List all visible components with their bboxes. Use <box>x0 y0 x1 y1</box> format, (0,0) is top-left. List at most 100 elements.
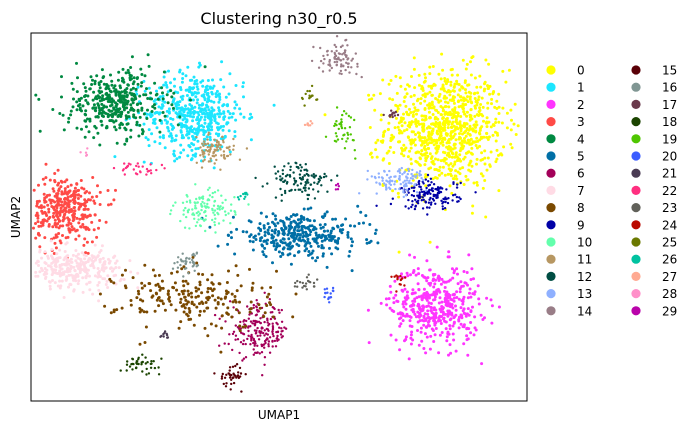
scatter-point <box>154 98 158 102</box>
scatter-point <box>138 310 142 314</box>
scatter-point <box>266 321 269 324</box>
scatter-point <box>193 79 197 83</box>
scatter-point <box>88 87 92 91</box>
scatter-point <box>348 126 352 129</box>
scatter-point <box>238 366 242 370</box>
scatter-point <box>405 294 409 298</box>
scatter-point <box>92 228 96 232</box>
scatter-point <box>235 289 239 293</box>
cluster-1-points <box>113 60 276 170</box>
scatter-point <box>141 360 144 364</box>
scatter-point <box>413 138 417 142</box>
scatter-point <box>138 170 142 173</box>
scatter-point <box>138 307 142 310</box>
scatter-point <box>403 296 407 300</box>
scatter-point <box>418 172 421 175</box>
scatter-point <box>206 278 210 282</box>
scatter-point <box>161 97 165 101</box>
scatter-point <box>140 81 144 85</box>
scatter-point <box>112 274 116 278</box>
scatter-point <box>182 275 185 278</box>
scatter-point <box>452 271 456 275</box>
scatter-point <box>420 149 424 153</box>
scatter-point <box>454 193 457 196</box>
scatter-point <box>136 286 140 290</box>
scatter-point <box>416 267 420 271</box>
scatter-point <box>65 197 69 201</box>
scatter-point <box>312 173 315 176</box>
scatter-point <box>176 91 180 95</box>
scatter-point <box>96 254 100 258</box>
scatter-point <box>424 293 428 297</box>
scatter-point <box>348 250 352 253</box>
scatter-point <box>475 101 479 104</box>
scatter-point <box>100 111 104 115</box>
scatter-point <box>228 145 231 148</box>
scatter-point <box>264 255 268 258</box>
scatter-point <box>262 331 265 335</box>
scatter-point <box>427 301 431 305</box>
scatter-point <box>497 105 501 109</box>
scatter-point <box>86 214 90 218</box>
scatter-point <box>367 341 371 345</box>
scatter-point <box>410 130 414 134</box>
scatter-point <box>420 199 423 202</box>
scatter-point <box>488 92 492 96</box>
scatter-point <box>216 207 219 210</box>
scatter-point <box>137 362 140 366</box>
scatter-point <box>272 241 276 245</box>
scatter-point <box>96 267 100 270</box>
scatter-point <box>96 283 100 287</box>
scatter-point <box>34 270 38 274</box>
scatter-point <box>424 76 427 80</box>
scatter-point <box>304 184 307 187</box>
scatter-point <box>206 128 210 132</box>
scatter-point <box>460 316 464 320</box>
scatter-point <box>417 150 421 154</box>
scatter-point <box>231 332 235 336</box>
scatter-point <box>263 246 267 250</box>
scatter-point <box>60 190 64 194</box>
scatter-point <box>157 273 161 277</box>
scatter-point <box>228 372 231 375</box>
scatter-point <box>36 214 40 218</box>
scatter-point <box>152 360 155 363</box>
scatter-point <box>422 316 426 319</box>
scatter-point <box>241 332 244 335</box>
scatter-point <box>321 70 325 73</box>
scatter-point <box>434 308 438 312</box>
scatter-point <box>462 125 466 129</box>
scatter-point <box>367 98 371 102</box>
scatter-point <box>288 242 292 246</box>
scatter-point <box>112 198 116 202</box>
scatter-point <box>76 256 80 260</box>
scatter-point <box>84 270 87 274</box>
scatter-point <box>225 146 229 149</box>
scatter-point <box>282 237 286 241</box>
scatter-point <box>211 218 214 222</box>
scatter-point <box>389 175 392 179</box>
scatter-point <box>272 244 276 248</box>
scatter-point <box>425 259 429 263</box>
scatter-point <box>119 114 123 117</box>
scatter-point <box>407 113 411 117</box>
scatter-point <box>441 137 445 140</box>
scatter-point <box>224 213 227 217</box>
scatter-point <box>74 249 78 252</box>
scatter-point <box>446 302 450 306</box>
scatter-point <box>232 137 235 141</box>
scatter-point <box>394 293 398 297</box>
scatter-point <box>283 241 287 245</box>
scatter-point <box>67 267 71 271</box>
scatter-point <box>181 292 185 296</box>
scatter-point <box>483 179 487 182</box>
scatter-point <box>278 244 282 248</box>
scatter-point <box>443 77 447 80</box>
scatter-point <box>203 115 207 119</box>
scatter-point <box>44 275 48 279</box>
scatter-point <box>481 105 485 109</box>
scatter-point <box>374 228 378 232</box>
scatter-point <box>107 257 110 261</box>
scatter-point <box>478 74 482 78</box>
scatter-point <box>350 269 354 273</box>
